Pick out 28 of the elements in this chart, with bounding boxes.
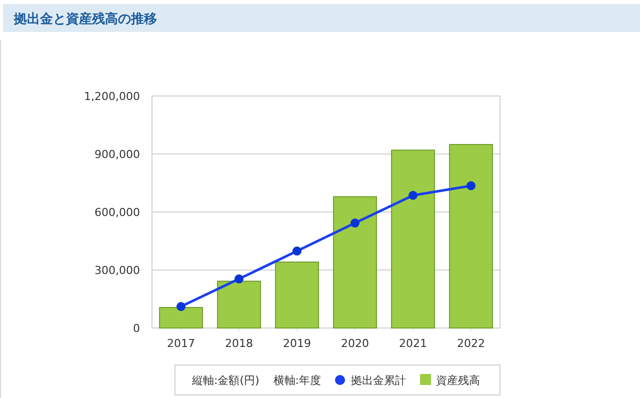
text: 縦軸:金額(円) <box>192 374 260 387</box>
point <box>234 274 244 284</box>
chart-title: 拠出金と資産残高の推移 <box>13 11 157 27</box>
x-tick-label: 2019 <box>283 337 311 350</box>
y-tick-label: 900,000 <box>94 148 140 161</box>
bar <box>217 280 261 328</box>
text: 横軸:年度 <box>273 374 322 387</box>
legend-label: 資産残高 <box>436 374 480 387</box>
point <box>408 190 418 200</box>
bar <box>275 262 319 328</box>
x-tick-label: 2021 <box>399 337 427 350</box>
y-tick-label: 0 <box>133 322 140 335</box>
y-tick-label: 300,000 <box>94 264 140 277</box>
bar <box>159 307 203 328</box>
legend-label: 拠出金累計 <box>351 374 406 387</box>
point <box>292 246 302 256</box>
bar <box>449 144 493 328</box>
point <box>350 218 360 228</box>
x-tick-label: 2022 <box>457 337 485 350</box>
x-tick-label: 2018 <box>225 337 253 350</box>
y-tick-label: 600,000 <box>94 206 140 219</box>
bar <box>333 196 377 328</box>
y-tick-label: 1,200,000 <box>84 90 140 103</box>
x-tick-label: 2017 <box>167 337 195 350</box>
point <box>176 302 186 312</box>
x-tick-label: 2020 <box>341 337 369 350</box>
bar <box>391 150 435 328</box>
point <box>466 181 476 190</box>
